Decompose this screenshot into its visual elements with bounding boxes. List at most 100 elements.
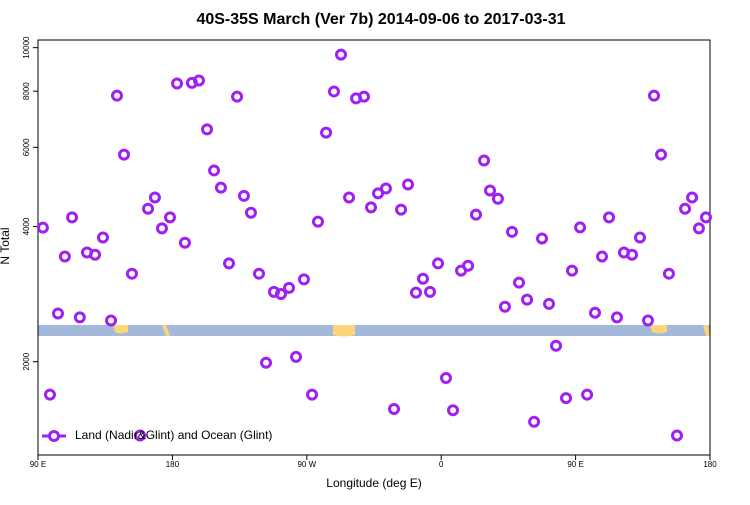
data-point xyxy=(312,215,324,228)
data-point xyxy=(142,202,155,215)
data-point xyxy=(581,388,594,401)
data-point xyxy=(164,211,177,224)
data-point xyxy=(543,297,556,310)
x-tick-label: 90 E xyxy=(30,460,46,469)
data-point xyxy=(52,307,65,320)
data-point xyxy=(462,259,475,272)
data-point xyxy=(365,201,378,214)
data-point xyxy=(439,371,452,384)
data-point xyxy=(36,221,49,234)
y-axis-label: N Total xyxy=(0,227,12,264)
data-point xyxy=(655,148,668,161)
y-tick-label: 2000 xyxy=(22,352,31,370)
data-point xyxy=(446,404,459,417)
data-point xyxy=(626,248,639,261)
data-point xyxy=(73,311,86,324)
data-point xyxy=(178,236,191,249)
data-point xyxy=(589,306,602,319)
y-tick-label: 4000 xyxy=(22,217,31,235)
data-point xyxy=(253,267,266,280)
data-point xyxy=(343,191,356,204)
data-point xyxy=(43,388,56,401)
data-point xyxy=(521,293,534,306)
data-point xyxy=(478,154,491,167)
x-tick-label: 0 xyxy=(439,460,444,469)
data-point xyxy=(574,221,587,234)
map-strip xyxy=(38,325,710,337)
data-point xyxy=(416,272,429,285)
data-point xyxy=(231,90,244,103)
data-point xyxy=(66,211,79,224)
plot-frame xyxy=(37,39,711,456)
data-point xyxy=(222,257,235,270)
data-point xyxy=(648,89,660,102)
data-point xyxy=(125,267,138,280)
data-point xyxy=(670,429,683,442)
x-tick-label: 90 E xyxy=(567,460,583,469)
data-point xyxy=(171,77,184,90)
data-point xyxy=(491,192,504,205)
data-point xyxy=(699,211,712,224)
x-tick-label: 180 xyxy=(166,460,180,469)
data-point xyxy=(388,402,401,415)
data-point xyxy=(118,148,131,161)
data-point xyxy=(290,350,303,363)
data-point xyxy=(686,191,699,204)
data-point xyxy=(469,208,482,221)
legend-marker xyxy=(48,430,60,442)
y-tick-label: 10000 xyxy=(22,36,31,59)
data-point xyxy=(357,90,370,103)
data-point xyxy=(237,189,250,202)
x-tick-label: 90 W xyxy=(297,460,316,469)
y-tick-label: 8000 xyxy=(22,82,31,100)
data-point xyxy=(603,211,616,224)
data-point xyxy=(402,178,415,191)
data-point xyxy=(550,339,563,352)
data-point xyxy=(432,257,445,270)
data-point xyxy=(395,203,408,216)
data-point xyxy=(155,222,168,235)
data-point xyxy=(214,181,227,194)
data-point xyxy=(505,225,518,238)
data-point xyxy=(89,248,102,261)
data-point xyxy=(409,286,422,299)
data-point xyxy=(484,184,497,197)
data-point xyxy=(201,123,214,136)
data-point xyxy=(260,356,273,369)
data-point xyxy=(692,222,705,235)
data-point xyxy=(528,415,541,428)
data-point xyxy=(536,232,548,245)
x-tick-label: 180 xyxy=(703,460,717,469)
data-point xyxy=(297,273,310,286)
data-point xyxy=(192,74,205,87)
data-point xyxy=(320,126,333,139)
data-point xyxy=(513,276,526,289)
x-axis-label: Longitude (deg E) xyxy=(326,476,421,490)
data-point xyxy=(566,264,579,277)
legend-label: Land (Nadir&Glint) and Ocean (Glint) xyxy=(75,428,272,442)
data-point xyxy=(334,48,347,61)
data-point xyxy=(379,182,392,195)
data-point xyxy=(283,281,296,294)
data-point xyxy=(148,191,161,204)
data-point xyxy=(642,314,655,327)
data-point xyxy=(424,285,436,298)
chart-title: 40S-35S March (Ver 7b) 2014-09-06 to 201… xyxy=(196,11,565,28)
data-point xyxy=(327,85,340,98)
data-point xyxy=(96,231,109,244)
data-point xyxy=(679,202,692,215)
data-point xyxy=(244,206,257,219)
data-point xyxy=(306,388,319,401)
data-point xyxy=(105,314,118,327)
data-point xyxy=(560,392,573,405)
data-point xyxy=(58,250,71,263)
data-point xyxy=(610,311,623,324)
data-point xyxy=(633,231,646,244)
data-point xyxy=(498,300,511,313)
data-point xyxy=(110,89,123,102)
y-tick-label: 6000 xyxy=(22,138,31,156)
data-point xyxy=(596,250,609,263)
data-point xyxy=(208,164,221,177)
data-point xyxy=(274,287,287,300)
